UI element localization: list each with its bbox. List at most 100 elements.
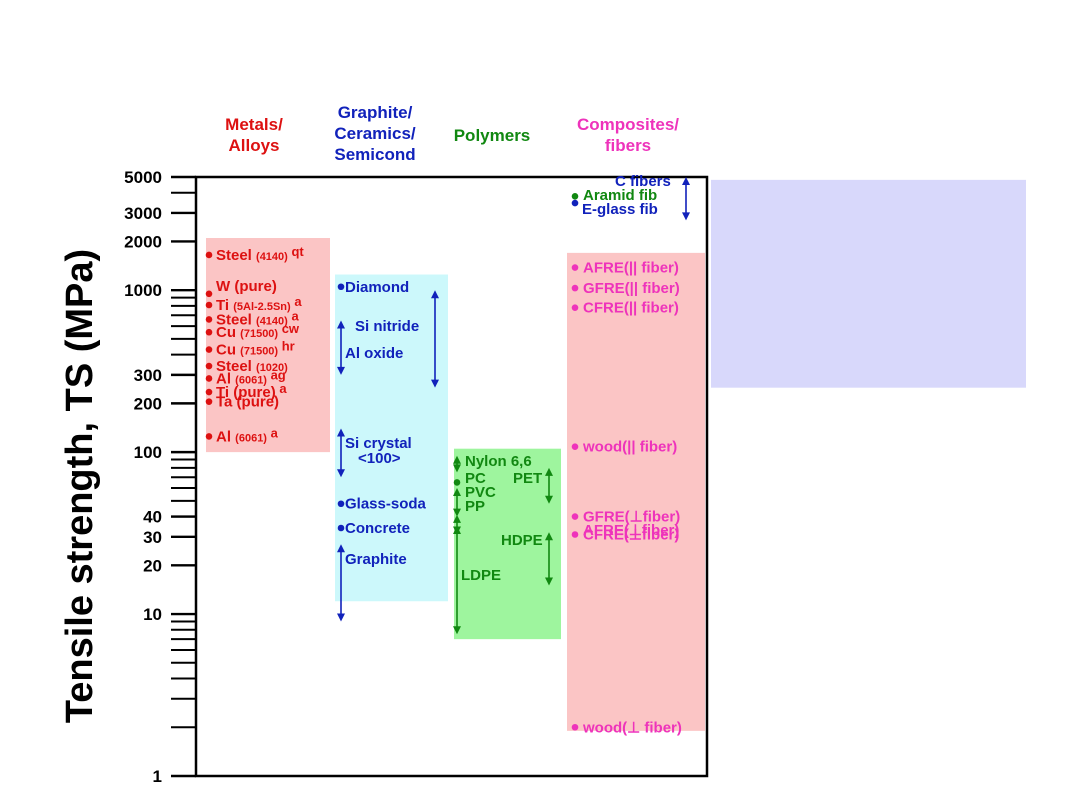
y-tick-label: 100 (134, 443, 162, 462)
item-metals-10-label: Al (6061) a (216, 425, 279, 445)
category-header-ceramics: Graphite/Ceramics/Semicond (334, 103, 416, 164)
item-metals-9-label: Ta (pure) (216, 394, 279, 411)
item-ceramics-3-arrow (337, 428, 345, 478)
item-composites-0-arrow (682, 177, 690, 221)
item-polymers-5-label: HDPE (501, 532, 543, 549)
item-polymers-6-label: LDPE (461, 567, 501, 584)
item-composites-1-label: Aramid fib (583, 187, 657, 204)
item-metals-0-marker (205, 251, 213, 259)
item-composites-10-marker (571, 723, 579, 731)
y-tick-label: 5000 (124, 168, 162, 187)
range-box-composites (567, 252, 705, 731)
item-composites-6-marker (571, 443, 579, 451)
item-metals-2-label: Ti (5Al-2.5Sn) a (216, 294, 302, 314)
y-tick-label: 2000 (124, 232, 162, 251)
item-ceramics-0-label: Diamond (345, 279, 409, 296)
item-composites-5-marker (571, 304, 579, 311)
item-metals-5-marker (205, 346, 213, 353)
item-polymers-2-arrow (545, 467, 553, 504)
item-composites-3-marker (571, 264, 579, 271)
item-ceramics-1-arrow (431, 290, 439, 388)
item-metals-6-marker (205, 362, 213, 370)
y-tick-label: 30 (143, 528, 162, 547)
item-polymers-3-arrow (453, 488, 461, 517)
item-composites-4-marker (571, 284, 579, 292)
item-metals-1-label: W (pure) (216, 278, 277, 295)
item-ceramics-7-arrow (337, 544, 345, 622)
item-polymers-2-label: PET (513, 470, 542, 487)
item-ceramics-6-label: Concrete (345, 520, 410, 537)
item-metals-3-label: Steel (4140) a (216, 308, 299, 328)
y-tick-label: 300 (134, 366, 162, 385)
item-metals-2-marker (205, 301, 213, 309)
category-header-composites: Composites/fibers (577, 115, 679, 155)
item-ceramics-2-label: Al oxide (345, 345, 403, 362)
item-composites-7-marker (571, 513, 579, 520)
item-ceramics-1-label: Si nitride (355, 318, 419, 335)
item-metals-0-label: Steel (4140) qt (216, 244, 304, 264)
y-tick-label: 200 (134, 394, 162, 413)
item-composites-8-label: CFRE(⊥fiber) (583, 526, 679, 543)
item-composites-1-marker (571, 193, 579, 200)
item-polymers-0-arrow (453, 455, 461, 473)
item-metals-4-label: Cu (71500) cw (216, 321, 300, 341)
y-tick-label: 3000 (124, 204, 162, 223)
y-tick-label: 20 (143, 556, 162, 575)
item-ceramics-6-marker (337, 524, 345, 532)
item-polymers-1-label: PC (465, 470, 486, 487)
y-tick-label: 1 (153, 767, 162, 786)
item-ceramics-3-label: Si crystal (345, 435, 412, 452)
item-metals-10-marker (205, 433, 213, 440)
item-polymers-5-arrow (545, 532, 553, 586)
item-composites-5-label: CFRE(|| fiber) (583, 300, 679, 317)
item-metals-7-label: Al (6061) ag (216, 367, 286, 387)
item-metals-7-marker (205, 375, 213, 382)
y-tick-label: 1000 (124, 281, 162, 300)
category-ceramics: Graphite/Ceramics/Semicond Diamond Si nitr… (334, 103, 448, 622)
y-tick-label: 40 (143, 508, 162, 527)
item-ceramics-5-label: Glass-soda (345, 496, 427, 513)
item-composites-10-label: wood(⊥ fiber) (582, 719, 682, 736)
item-metals-5-label: Cu (71500) hr (216, 339, 295, 359)
item-composites-4-label: GFRE(|| fiber) (583, 280, 680, 297)
item-composites-7-label: GFRE(⊥fiber) (583, 509, 680, 526)
item-metals-4-marker (205, 328, 213, 336)
item-metals-9-marker (205, 398, 213, 405)
item-composites-0-label: C fibers (615, 173, 671, 190)
item-metals-8-label: Ti (pure) a (216, 381, 287, 401)
item-polymers-1-marker (453, 479, 461, 486)
range-box-polymers (454, 448, 561, 640)
item-ceramics-7-label: Graphite (345, 551, 407, 568)
item-metals-8-marker (205, 388, 213, 396)
item-composites-6-label: wood(|| fiber) (582, 439, 677, 456)
item-polymers-4-label: PP (465, 498, 485, 515)
range-box-ceramics (335, 274, 448, 602)
item-composites-9-label: AFRE(⊥fiber) (583, 522, 679, 539)
item-ceramics-2-arrow (337, 320, 345, 375)
item-polymers-0-label: Nylon 6,6 (465, 453, 532, 470)
item-ceramics-5-marker (337, 500, 345, 508)
item-composites-2-label: E-glass fib (582, 201, 658, 218)
item-polymers-6-arrow (453, 525, 461, 635)
item-ceramics-4-label: <100> (358, 450, 401, 467)
category-header-metals: Metals/Alloys (225, 115, 283, 155)
item-metals-6-label: Steel (1020) (216, 358, 288, 375)
y-axis-label: Tensile strength, TS (MPa) (59, 249, 101, 723)
item-polymers-3-label: PVC (465, 484, 496, 501)
category-header-polymers: Polymers (454, 126, 531, 145)
item-composites-2-marker (571, 199, 579, 207)
item-metals-1-marker (205, 290, 213, 298)
range-box-metals (206, 238, 330, 453)
item-metals-3-marker (205, 316, 213, 323)
item-composites-8-marker (571, 531, 579, 538)
y-tick-label: 10 (143, 605, 162, 624)
item-ceramics-0-marker (337, 283, 345, 291)
side-box (711, 179, 1026, 388)
item-composites-3-label: AFRE(|| fiber) (583, 260, 679, 277)
